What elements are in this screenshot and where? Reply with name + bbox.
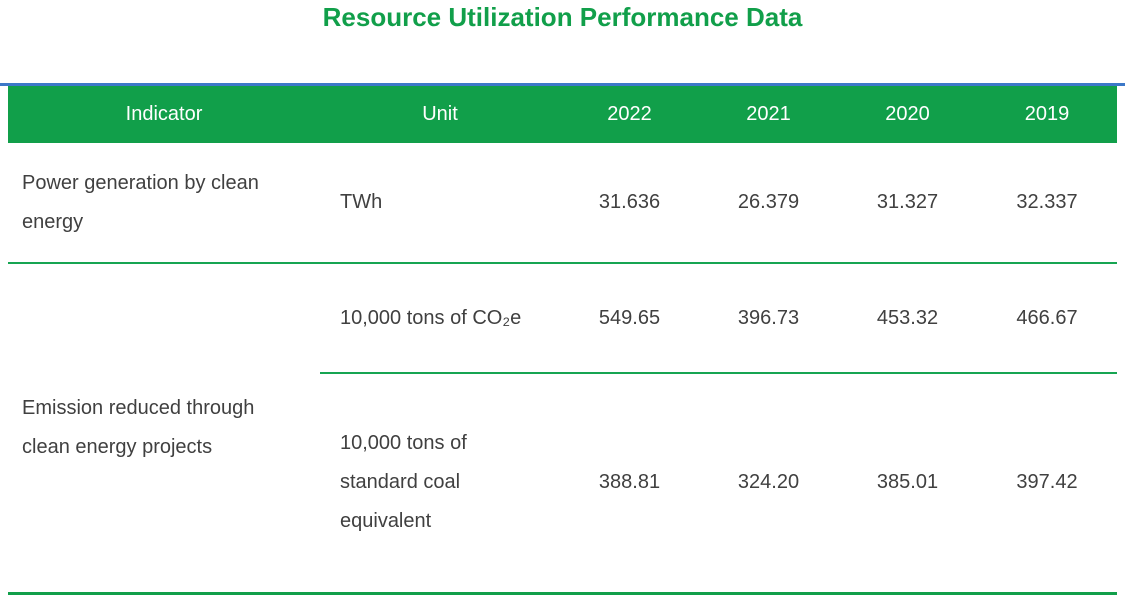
value-cell-2022: 388.81 — [598, 471, 661, 494]
indicator-cell: Power generation by clean energy — [8, 143, 320, 264]
table-header-row: Indicator Unit 2022 2021 2020 2019 — [8, 86, 1117, 143]
unit-cell: TWh — [320, 143, 560, 264]
unit-cell: 10,000 tons of CO₂e — [320, 263, 560, 374]
value-cell-2021: 396.73 — [699, 263, 838, 374]
header-cell-indicator: Indicator — [8, 86, 320, 143]
header-cell-2020: 2020 — [838, 86, 977, 143]
value-cell-2020: 385.01 — [876, 471, 939, 494]
value-cell-2021: 26.379 — [699, 143, 838, 264]
header-cell-2019: 2019 — [977, 86, 1117, 143]
table-row-emission-co2e: Emission reduced through clean energy pr… — [8, 263, 1117, 458]
table-row-power-generation: Power generation by clean energy TWh 31.… — [8, 143, 1117, 264]
value-cell-2019: 397.42 — [1016, 471, 1078, 494]
value-cell-2022: 549.65 — [560, 263, 699, 374]
unit-cell: 10,000 tons of standard coal equivalent — [340, 432, 467, 533]
page-title: Resource Utilization Performance Data — [322, 2, 803, 32]
table-row-emission-coal: 10,000 tons of standard coal equivalent … — [8, 373, 1117, 593]
header-cell-2021: 2021 — [699, 86, 838, 143]
top-accent-line — [0, 83, 1125, 86]
value-cell-2021: 324.20 — [737, 471, 800, 494]
value-cell-2019: 32.337 — [977, 143, 1117, 264]
value-cell-2022: 31.636 — [560, 143, 699, 264]
header-cell-2022: 2022 — [560, 86, 699, 143]
header-cell-unit: Unit — [320, 86, 560, 143]
value-cell-2019: 466.67 — [977, 263, 1117, 374]
value-cell-2020: 31.327 — [838, 143, 977, 264]
resource-utilization-table: Indicator Unit 2022 2021 2020 2019 Power… — [8, 86, 1117, 595]
value-cell-2020: 453.32 — [838, 263, 977, 374]
indicator-cell: Emission reduced through clean energy pr… — [22, 396, 255, 458]
